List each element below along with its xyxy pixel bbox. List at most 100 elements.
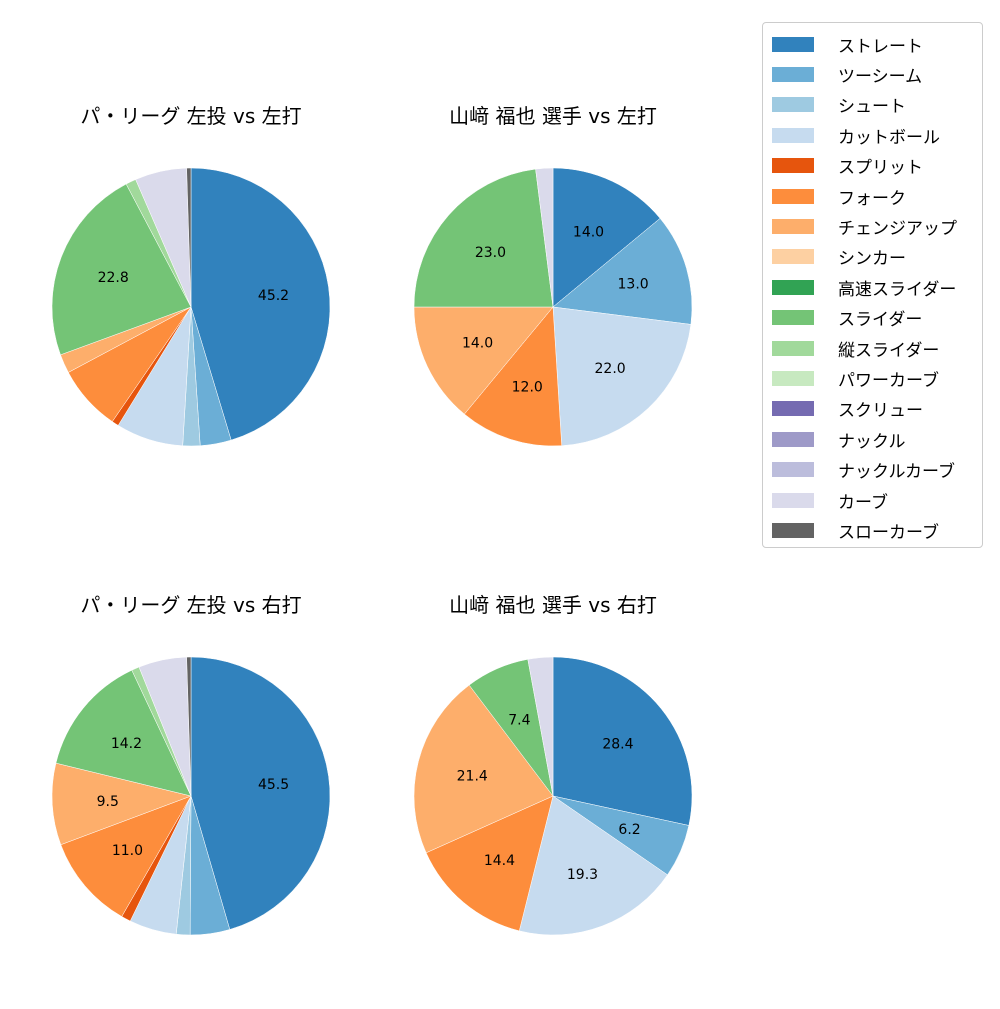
- slice-value-label: 14.0: [462, 336, 493, 352]
- legend-item: ナックル: [772, 427, 906, 452]
- pie-chart: 45.5 11.0 9.5 14.2: [51, 656, 331, 936]
- legend-item: ツーシーム: [772, 62, 923, 87]
- slice-value-label: 22.0: [595, 361, 626, 377]
- pie-slice: [552, 167, 661, 308]
- legend-swatch: [772, 310, 814, 326]
- chart-title: パ・リーグ 左投 vs 右打: [80, 593, 302, 617]
- legend-item: 縦スライダー: [772, 336, 940, 361]
- slice-value-label: 28.4: [602, 737, 633, 753]
- legend-label: 高速スライダー: [838, 279, 957, 300]
- slice-value-label: 14.0: [573, 225, 604, 241]
- legend-swatch: [772, 522, 814, 538]
- slice-value-label: 22.8: [98, 270, 129, 286]
- legend-label: ストレート: [838, 36, 923, 57]
- legend-label: ナックル: [838, 431, 906, 452]
- pie-panel-yamasaki-vs-left: 山﨑 福也 選手 vs 左打 14.0 13.0 22.0 12.0 14.0 23.0: [383, 100, 723, 520]
- legend-item: スローカーブ: [772, 518, 939, 543]
- legend-swatch: [772, 279, 814, 295]
- pie-slice: [425, 795, 554, 932]
- legend-label: カットボール: [838, 127, 940, 148]
- legend-label: ツーシーム: [838, 66, 923, 87]
- legend-label: フォーク: [838, 188, 906, 209]
- pie-slice: [535, 167, 554, 308]
- slice-value-label: 45.2: [258, 288, 289, 304]
- pie-panel-pa-league-vs-right: パ・リーグ 左投 vs 右打 45.5 11.0 9.5 14.2: [21, 589, 361, 1009]
- legend-item: フォーク: [772, 184, 906, 209]
- legend-swatch: [772, 249, 814, 265]
- legend-label: シンカー: [838, 249, 906, 270]
- pie-slice: [60, 795, 192, 917]
- legend-label: シュート: [838, 97, 906, 118]
- legend-swatch: [772, 401, 814, 417]
- legend-swatch: [772, 492, 814, 508]
- legend-swatch: [772, 97, 814, 113]
- legend: ストレートツーシームシュートカットボール スプリットフォークチェンジアップ シンカー…: [762, 22, 983, 548]
- legend-swatch: [772, 370, 814, 386]
- slice-value-label: 19.3: [567, 867, 598, 883]
- pie-slice: [186, 167, 192, 308]
- pie-slice: [190, 656, 331, 930]
- legend-swatch: [772, 340, 814, 356]
- slice-value-label: 14.4: [484, 853, 515, 869]
- pie-slice: [190, 167, 331, 441]
- pie-slice: [186, 656, 192, 797]
- legend-item: シンカー: [772, 245, 906, 269]
- legend-swatch: [772, 36, 814, 52]
- legend-label: スプリット: [838, 158, 923, 179]
- chart-title: 山﨑 福也 選手 vs 左打: [449, 104, 657, 128]
- legend-label: カーブ: [838, 492, 888, 513]
- pie-slice: [527, 656, 554, 797]
- legend-label: チェンジアップ: [838, 218, 957, 239]
- slice-value-label: 6.2: [618, 822, 640, 838]
- legend-label: 縦スライダー: [838, 340, 940, 361]
- pie-panel-yamasaki-vs-right: 山﨑 福也 選手 vs 右打 28.4 6.2 19.3 14.4 21.4 7.4: [383, 589, 723, 1009]
- pie-slice: [413, 306, 554, 415]
- pie-slice: [552, 218, 693, 325]
- pie-slice: [413, 168, 554, 308]
- pie-slice: [552, 306, 692, 446]
- pie-slice: [413, 684, 554, 854]
- legend-item: 高速スライダー: [772, 275, 957, 300]
- legend-label: スローカーブ: [838, 522, 939, 543]
- pie-chart: 45.2 22.8: [51, 167, 331, 447]
- slice-value-label: 14.2: [111, 736, 142, 752]
- pie-slice: [51, 762, 192, 846]
- pie-slice: [464, 306, 562, 447]
- legend-item: ナックルカーブ: [772, 458, 955, 482]
- legend-swatch: [772, 158, 814, 174]
- legend-swatch: [772, 188, 814, 204]
- chart-title: 山﨑 福也 選手 vs 右打: [449, 593, 657, 617]
- legend-label: ナックルカーブ: [838, 462, 955, 483]
- slice-value-label: 13.0: [618, 277, 649, 293]
- pie-slice: [518, 795, 668, 936]
- slice-value-label: 23.0: [475, 245, 506, 261]
- legend-item: カーブ: [772, 488, 888, 513]
- slice-value-label: 45.5: [258, 777, 289, 793]
- pie-panel-pa-league-vs-left: パ・リーグ 左投 vs 左打 45.2 22.8: [21, 100, 361, 520]
- legend-item: チェンジアップ: [772, 214, 957, 239]
- slice-value-label: 9.5: [97, 794, 119, 810]
- legend-item: スクリュー: [772, 397, 923, 421]
- pie-chart: 28.4 6.2 19.3 14.4 21.4 7.4: [413, 656, 693, 936]
- legend-item: スライダー: [772, 306, 922, 330]
- legend-label: スライダー: [838, 310, 923, 331]
- legend-label: スクリュー: [838, 401, 923, 422]
- chart-title: パ・リーグ 左投 vs 左打: [80, 104, 302, 128]
- pie-slice: [55, 669, 192, 797]
- legend-item: カットボール: [772, 123, 940, 148]
- legend-swatch: [772, 218, 814, 234]
- legend-item: シュート: [772, 93, 906, 117]
- legend-item: パワーカーブ: [772, 366, 939, 391]
- slice-value-label: 21.4: [457, 768, 488, 784]
- legend-item: ストレート: [772, 32, 923, 57]
- pie-slice: [51, 183, 192, 356]
- pie-slice: [552, 656, 693, 826]
- slice-value-label: 11.0: [112, 843, 143, 859]
- legend-label: パワーカーブ: [838, 370, 939, 391]
- legend-swatch: [772, 66, 814, 82]
- legend-item: スプリット: [772, 154, 923, 178]
- legend-swatch: [772, 431, 814, 447]
- slice-value-label: 12.0: [512, 379, 543, 395]
- pie-chart: 14.0 13.0 22.0 12.0 14.0 23.0: [413, 167, 693, 447]
- legend-swatch: [772, 462, 814, 478]
